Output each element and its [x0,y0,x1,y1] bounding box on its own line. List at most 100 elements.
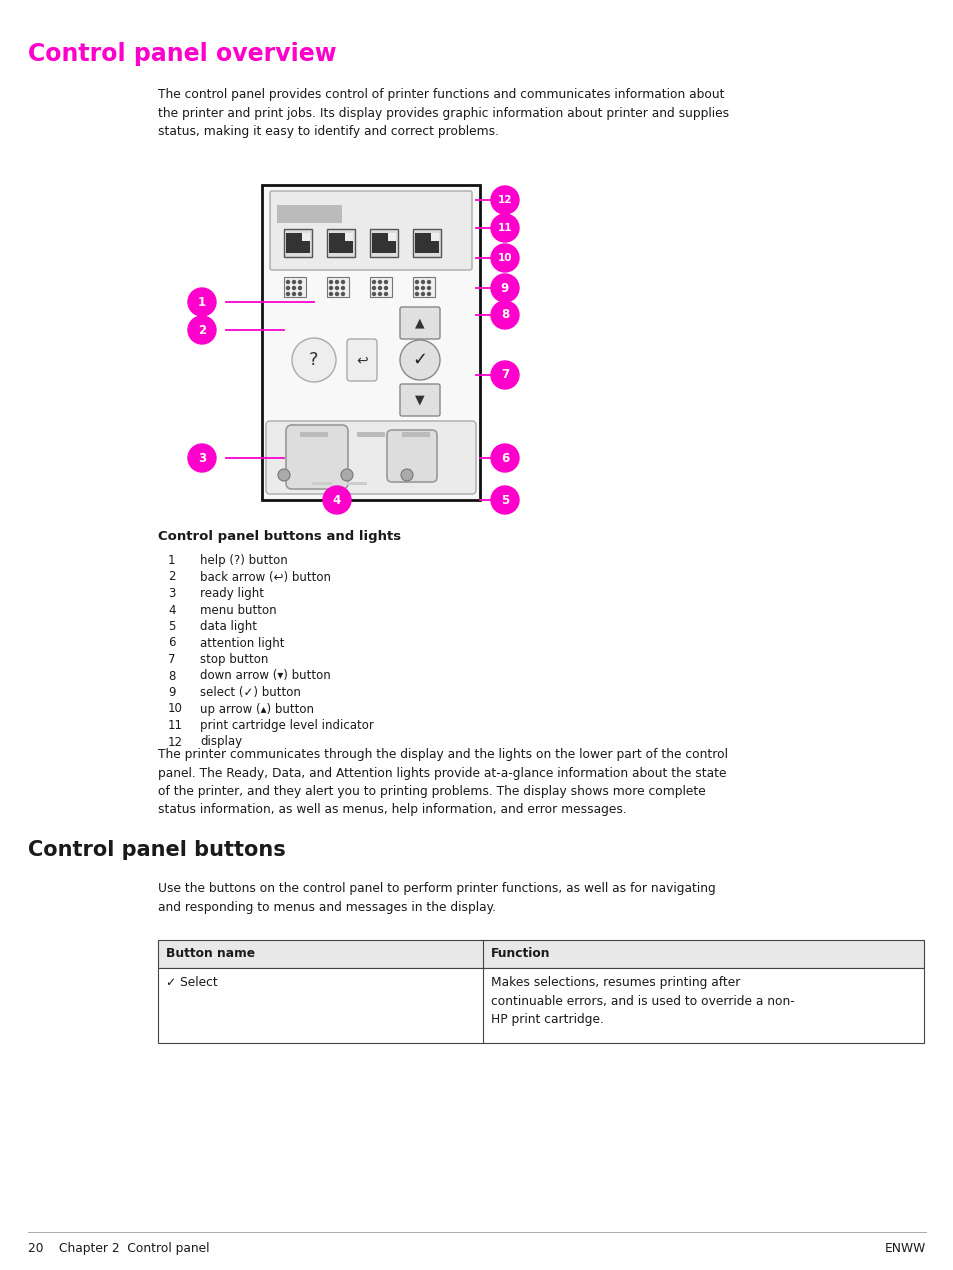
Bar [286,232,310,253]
Text: 1: 1 [168,554,175,566]
Circle shape [188,288,215,316]
Text: ✓ Select: ✓ Select [166,977,217,989]
Text: 12: 12 [497,196,512,204]
Circle shape [329,287,333,290]
Text: The control panel provides control of printer functions and communicates informa: The control panel provides control of pr… [158,88,728,138]
Circle shape [293,281,295,283]
Bar [370,277,392,297]
Circle shape [384,281,387,283]
Text: 10: 10 [168,702,183,715]
Text: menu button: menu button [200,603,276,616]
Bar [302,232,310,241]
Text: ?: ? [309,351,318,370]
Circle shape [340,469,353,481]
Circle shape [293,287,295,290]
Text: data light: data light [200,620,256,632]
Circle shape [491,486,518,514]
Text: 3: 3 [197,452,206,465]
Bar [276,204,341,224]
Text: ✓: ✓ [412,351,427,370]
Circle shape [372,281,375,283]
Text: down arrow (▾) button: down arrow (▾) button [200,669,331,682]
Circle shape [335,287,338,290]
Text: help (?) button: help (?) button [200,554,288,566]
Text: 8: 8 [168,669,175,682]
Text: The printer communicates through the display and the lights on the lower part of: The printer communicates through the dis… [158,748,727,817]
FancyBboxPatch shape [399,307,439,339]
Text: Control panel buttons and lights: Control panel buttons and lights [158,530,400,544]
Text: 7: 7 [500,368,509,381]
Circle shape [416,287,418,290]
Circle shape [421,281,424,283]
Text: 1: 1 [197,296,206,309]
Circle shape [384,292,387,296]
Text: 20    Chapter 2  Control panel: 20 Chapter 2 Control panel [28,1242,210,1255]
Bar [329,232,353,253]
Text: 3: 3 [168,587,175,599]
Bar [284,277,306,297]
Text: Button name: Button name [166,947,254,960]
Bar [327,277,349,297]
Circle shape [491,274,518,302]
FancyBboxPatch shape [270,190,472,271]
Text: ▼: ▼ [415,394,424,406]
Text: 5: 5 [168,620,175,632]
Circle shape [491,215,518,243]
Bar [262,185,479,500]
Circle shape [372,292,375,296]
Bar [388,232,395,241]
Bar [413,229,440,257]
Bar [327,229,355,257]
Text: select (✓) button: select (✓) button [200,686,300,699]
Bar [372,232,395,253]
Circle shape [427,287,430,290]
Circle shape [491,185,518,215]
Bar [370,229,397,257]
Bar [401,432,430,437]
Circle shape [286,287,289,290]
Circle shape [293,292,295,296]
Circle shape [416,292,418,296]
Circle shape [378,287,381,290]
Text: ↩: ↩ [355,353,368,367]
Bar [413,277,435,297]
Circle shape [188,316,215,344]
Text: 12: 12 [168,735,183,748]
Text: stop button: stop button [200,653,268,665]
Bar [158,940,923,968]
Text: print cartridge level indicator: print cartridge level indicator [200,719,374,732]
Circle shape [298,281,301,283]
FancyBboxPatch shape [387,431,436,483]
Circle shape [298,287,301,290]
FancyBboxPatch shape [266,420,476,494]
Circle shape [341,281,344,283]
Bar [299,432,328,437]
Text: 8: 8 [500,309,509,321]
Circle shape [491,444,518,472]
Circle shape [400,469,413,481]
Circle shape [292,338,335,382]
Circle shape [384,287,387,290]
Circle shape [491,301,518,329]
Text: 4: 4 [168,603,175,616]
Text: ready light: ready light [200,587,264,599]
Text: Use the buttons on the control panel to perform printer functions, as well as fo: Use the buttons on the control panel to … [158,881,715,913]
Bar [345,232,353,241]
Circle shape [421,287,424,290]
Bar [415,232,438,253]
Circle shape [399,340,439,380]
Circle shape [323,486,351,514]
Bar [158,968,923,1043]
Text: 7: 7 [168,653,175,665]
FancyBboxPatch shape [399,384,439,417]
Text: back arrow (↩) button: back arrow (↩) button [200,570,331,583]
Text: 6: 6 [500,452,509,465]
Circle shape [286,281,289,283]
Circle shape [491,361,518,389]
Text: Control panel overview: Control panel overview [28,42,336,66]
Circle shape [329,292,333,296]
Bar [356,432,385,437]
Circle shape [341,287,344,290]
Circle shape [378,292,381,296]
Circle shape [188,444,215,472]
